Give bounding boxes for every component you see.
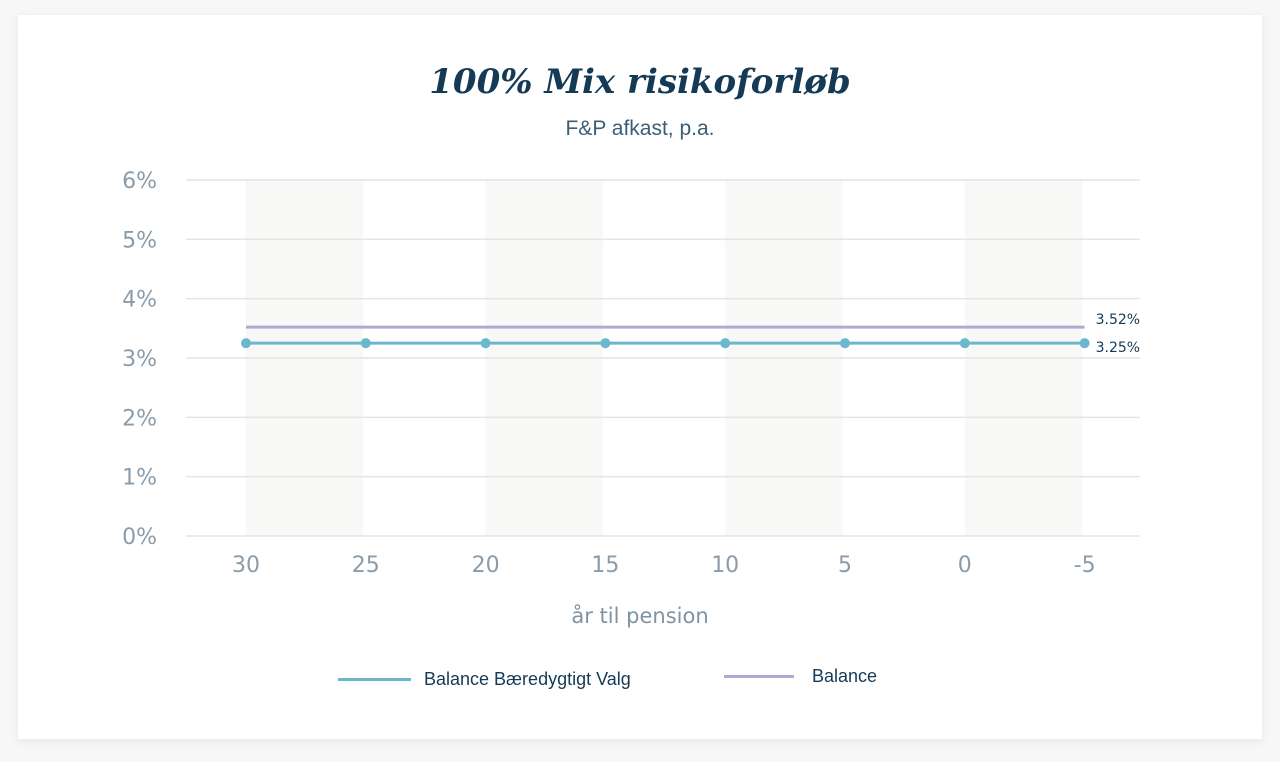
data-point	[360, 338, 371, 349]
x-tick-label: 30	[232, 553, 260, 578]
legend: Balance Bæredygtigt Valg Balance	[0, 666, 1280, 698]
y-tick-label: 3%	[122, 347, 157, 372]
y-axis-ticks: 0% 1% 2% 3% 4% 5% 6%	[122, 169, 157, 550]
y-tick-label: 2%	[122, 406, 157, 431]
legend-swatch-balance	[724, 675, 794, 678]
legend-label: Balance Bæredygtigt Valg	[424, 669, 631, 689]
y-tick-label: 5%	[122, 228, 157, 253]
gridlines	[186, 179, 1140, 537]
chart-subtitle: F&P afkast, p.a.	[565, 117, 715, 140]
y-tick-label: 4%	[122, 288, 157, 313]
data-labels: 3.52% 3.25%	[1096, 312, 1140, 356]
x-tick-label: 15	[591, 553, 619, 578]
y-tick-label: 0%	[122, 525, 157, 550]
data-label: 3.52%	[1096, 312, 1140, 328]
x-tick-label: 5	[838, 553, 852, 578]
legend-item-balance-baeredygtigt-valg[interactable]: Balance Bæredygtigt Valg	[338, 669, 631, 690]
y-tick-label: 1%	[122, 466, 157, 491]
data-point	[600, 338, 611, 349]
x-tick-label: -5	[1074, 553, 1096, 578]
y-tick-label: 6%	[122, 169, 157, 194]
x-tick-label: 20	[472, 553, 500, 578]
chart-title: 100% Mix risikoforløb	[429, 62, 851, 102]
data-point	[241, 338, 251, 349]
data-label: 3.25%	[1096, 340, 1140, 356]
data-point	[1079, 338, 1090, 349]
x-tick-label: 0	[958, 553, 972, 578]
legend-label: Balance	[812, 666, 878, 686]
series-lines	[241, 325, 1090, 349]
data-point	[720, 338, 731, 349]
data-point	[480, 338, 491, 349]
data-point	[840, 338, 850, 349]
data-point	[959, 338, 970, 349]
x-tick-label: 25	[352, 553, 380, 578]
x-axis-ticks: 30 25 20 15 10 5 0 -5	[232, 553, 1096, 578]
legend-item-balance[interactable]: Balance	[724, 666, 877, 687]
x-axis-title: år til pension	[571, 603, 708, 628]
x-tick-label: 10	[711, 553, 739, 578]
legend-swatch-balance-baeredygtigt-valg	[338, 678, 411, 681]
